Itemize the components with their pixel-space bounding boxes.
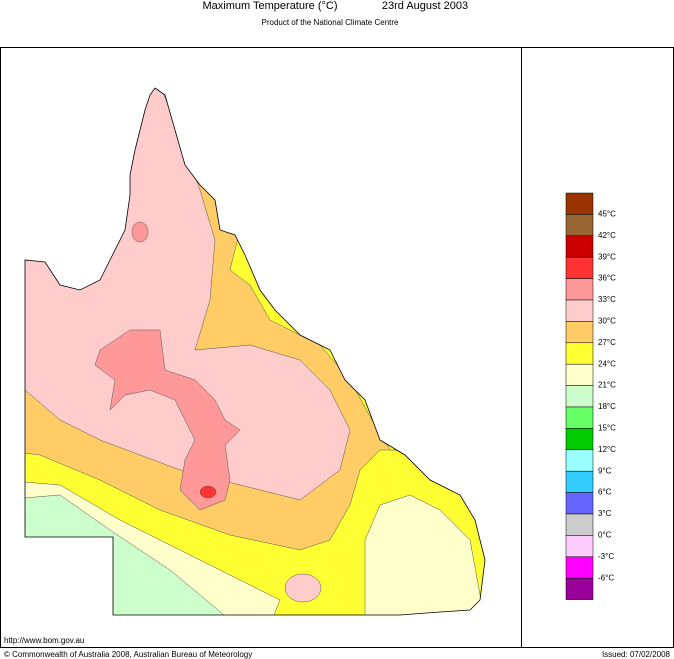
legend-swatch: [565, 342, 594, 365]
legend-label: -6°C: [598, 573, 614, 582]
legend-swatch: [565, 214, 594, 237]
temperature-map: [25, 88, 485, 615]
legend-label: 15°C: [598, 424, 616, 433]
state-outline: [24, 87, 486, 616]
legend-swatch: [565, 192, 594, 215]
legend-label: 42°C: [598, 231, 616, 240]
legend-swatch: [565, 556, 594, 579]
zone-33-north: [131, 221, 149, 243]
legend-label: 33°C: [598, 295, 616, 304]
legend-label: 3°C: [598, 509, 612, 518]
legend-label: 18°C: [598, 402, 616, 411]
footer-copyright: © Commonwealth of Australia 2008, Austra…: [4, 650, 252, 659]
legend-swatch: [565, 363, 594, 386]
zone-30-south: [284, 573, 322, 603]
legend-swatch: [565, 321, 594, 344]
legend-label: 24°C: [598, 359, 616, 368]
legend-label: -3°C: [598, 552, 614, 561]
legend: 45°C 42°C 39°C 36°C 33°C 30°C 27°C 24°C 21°C 18°C…: [565, 192, 616, 600]
legend-swatch: [565, 299, 594, 322]
map-title: Maximum Temperature (°C): [202, 0, 337, 12]
footer-issued: Issued: 07/02/2008: [602, 650, 671, 659]
legend-label: 0°C: [598, 531, 612, 540]
zone-33: [94, 329, 241, 511]
legend-swatch: [565, 428, 594, 451]
map-subtitle: Product of the National Climate Centre: [262, 18, 400, 27]
legend-label: 9°C: [598, 466, 612, 475]
legend-swatch: [565, 470, 594, 493]
footer-url: http://www.bom.gov.au: [4, 636, 84, 645]
legend-swatch: [565, 492, 594, 515]
legend-label: 12°C: [598, 445, 616, 454]
legend-label: 27°C: [598, 338, 616, 347]
legend-label: 39°C: [598, 252, 616, 261]
legend-swatch: [565, 256, 594, 279]
legend-label: 45°C: [598, 210, 616, 219]
map-date: 23rd August 2003: [382, 0, 468, 12]
legend-swatch: [565, 235, 594, 258]
legend-swatch: [565, 449, 594, 472]
legend-swatch: [565, 385, 594, 408]
legend-label: 36°C: [598, 274, 616, 283]
legend-label: 30°C: [598, 317, 616, 326]
legend-swatch: [565, 513, 594, 536]
legend-swatch: [565, 278, 594, 301]
legend-swatch: [565, 535, 594, 558]
legend-swatch: [565, 406, 594, 429]
legend-label: 6°C: [598, 488, 612, 497]
zone-36: [199, 485, 217, 499]
legend-label: 21°C: [598, 381, 616, 390]
legend-swatch: [565, 577, 594, 600]
